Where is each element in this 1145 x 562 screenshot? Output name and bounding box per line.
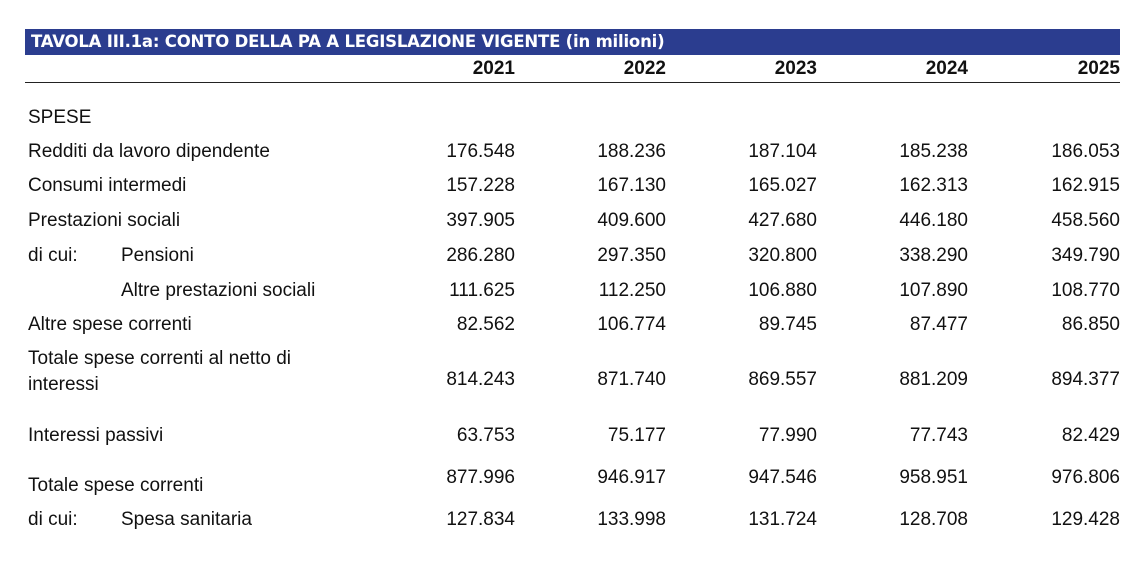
row-label: Redditi da lavoro dipendente	[28, 141, 270, 162]
row-sublabel: Altre prestazioni sociali	[121, 280, 316, 301]
cell-value: 397.905	[446, 210, 515, 231]
cell-value: 157.228	[446, 175, 515, 196]
row-sublabel: Pensioni	[121, 245, 194, 266]
section-label-spese: SPESE	[28, 107, 92, 128]
cell-value: 349.790	[1051, 245, 1120, 266]
year-header-2024: 2024	[925, 58, 968, 79]
year-header-2025: 2025	[1077, 58, 1120, 79]
cell-value: 129.428	[1051, 509, 1120, 530]
cell-value: 86.850	[1061, 314, 1120, 335]
cell-value: 111.625	[449, 280, 515, 301]
cell-value: 162.915	[1051, 175, 1120, 196]
row-prefix: di cui:	[28, 509, 78, 530]
cell-value: 297.350	[597, 245, 666, 266]
cell-value: 106.880	[748, 280, 817, 301]
cell-value: 881.209	[899, 369, 968, 390]
row-label: Totale spese correnti	[28, 475, 204, 496]
cell-value: 75.177	[607, 425, 666, 446]
row-label: Altre spese correnti	[28, 314, 192, 335]
cell-value: 320.800	[748, 245, 817, 266]
cell-value: 108.770	[1051, 280, 1120, 301]
cell-value: 458.560	[1051, 210, 1120, 231]
cell-value: 946.917	[597, 467, 666, 488]
cell-value: 128.708	[899, 509, 968, 530]
cell-value: 87.477	[909, 314, 968, 335]
table-title: TAVOLA III.1a: CONTO DELLA PA A LEGISLAZ…	[25, 29, 1120, 55]
cell-value: 958.951	[899, 467, 968, 488]
row-label: Prestazioni sociali	[28, 210, 181, 231]
cell-value: 112.250	[598, 280, 666, 301]
cell-value: 894.377	[1051, 369, 1120, 390]
cell-value: 77.743	[909, 425, 968, 446]
cell-value: 167.130	[597, 175, 666, 196]
cell-value: 814.243	[446, 369, 515, 390]
row-sublabel: Spesa sanitaria	[121, 509, 252, 530]
row-label-line1: Totale spese correnti al netto di	[28, 348, 291, 369]
cell-value: 871.740	[597, 369, 666, 390]
cell-value: 106.774	[597, 314, 666, 335]
cell-value: 165.027	[748, 175, 817, 196]
cell-value: 976.806	[1051, 467, 1120, 488]
cell-value: 427.680	[748, 210, 817, 231]
cell-value: 338.290	[899, 245, 968, 266]
row-label: Interessi passivi	[28, 425, 164, 446]
cell-value: 947.546	[748, 467, 817, 488]
year-header-2022: 2022	[623, 58, 666, 79]
cell-value: 77.990	[758, 425, 817, 446]
cell-value: 286.280	[446, 245, 515, 266]
cell-value: 869.557	[748, 369, 817, 390]
cell-value: 877.996	[446, 467, 515, 488]
cell-value: 82.562	[456, 314, 515, 335]
row-label-line2: interessi	[28, 374, 99, 395]
cell-value: 446.180	[899, 210, 968, 231]
cell-value: 82.429	[1061, 425, 1120, 446]
cell-value: 127.834	[446, 509, 515, 530]
cell-value: 187.104	[748, 141, 817, 162]
row-label: Consumi intermedi	[28, 175, 187, 196]
budget-table: TAVOLA III.1a: CONTO DELLA PA A LEGISLAZ…	[25, 29, 1120, 530]
cell-value: 89.745	[758, 314, 817, 335]
cell-value: 63.753	[456, 425, 515, 446]
cell-value: 409.600	[597, 210, 666, 231]
cell-value: 162.313	[899, 175, 968, 196]
cell-value: 133.998	[597, 509, 666, 530]
cell-value: 185.238	[899, 141, 968, 162]
year-header-2021: 2021	[472, 58, 515, 79]
row-prefix: di cui:	[28, 245, 78, 266]
cell-value: 188.236	[597, 141, 666, 162]
cell-value: 186.053	[1051, 141, 1120, 162]
year-header-row: 2021 2022 2023 2024 2025	[25, 55, 1120, 83]
cell-value: 107.890	[899, 280, 968, 301]
cell-value: 131.724	[748, 509, 817, 530]
cell-value: 176.548	[446, 141, 515, 162]
year-header-2023: 2023	[774, 58, 817, 79]
